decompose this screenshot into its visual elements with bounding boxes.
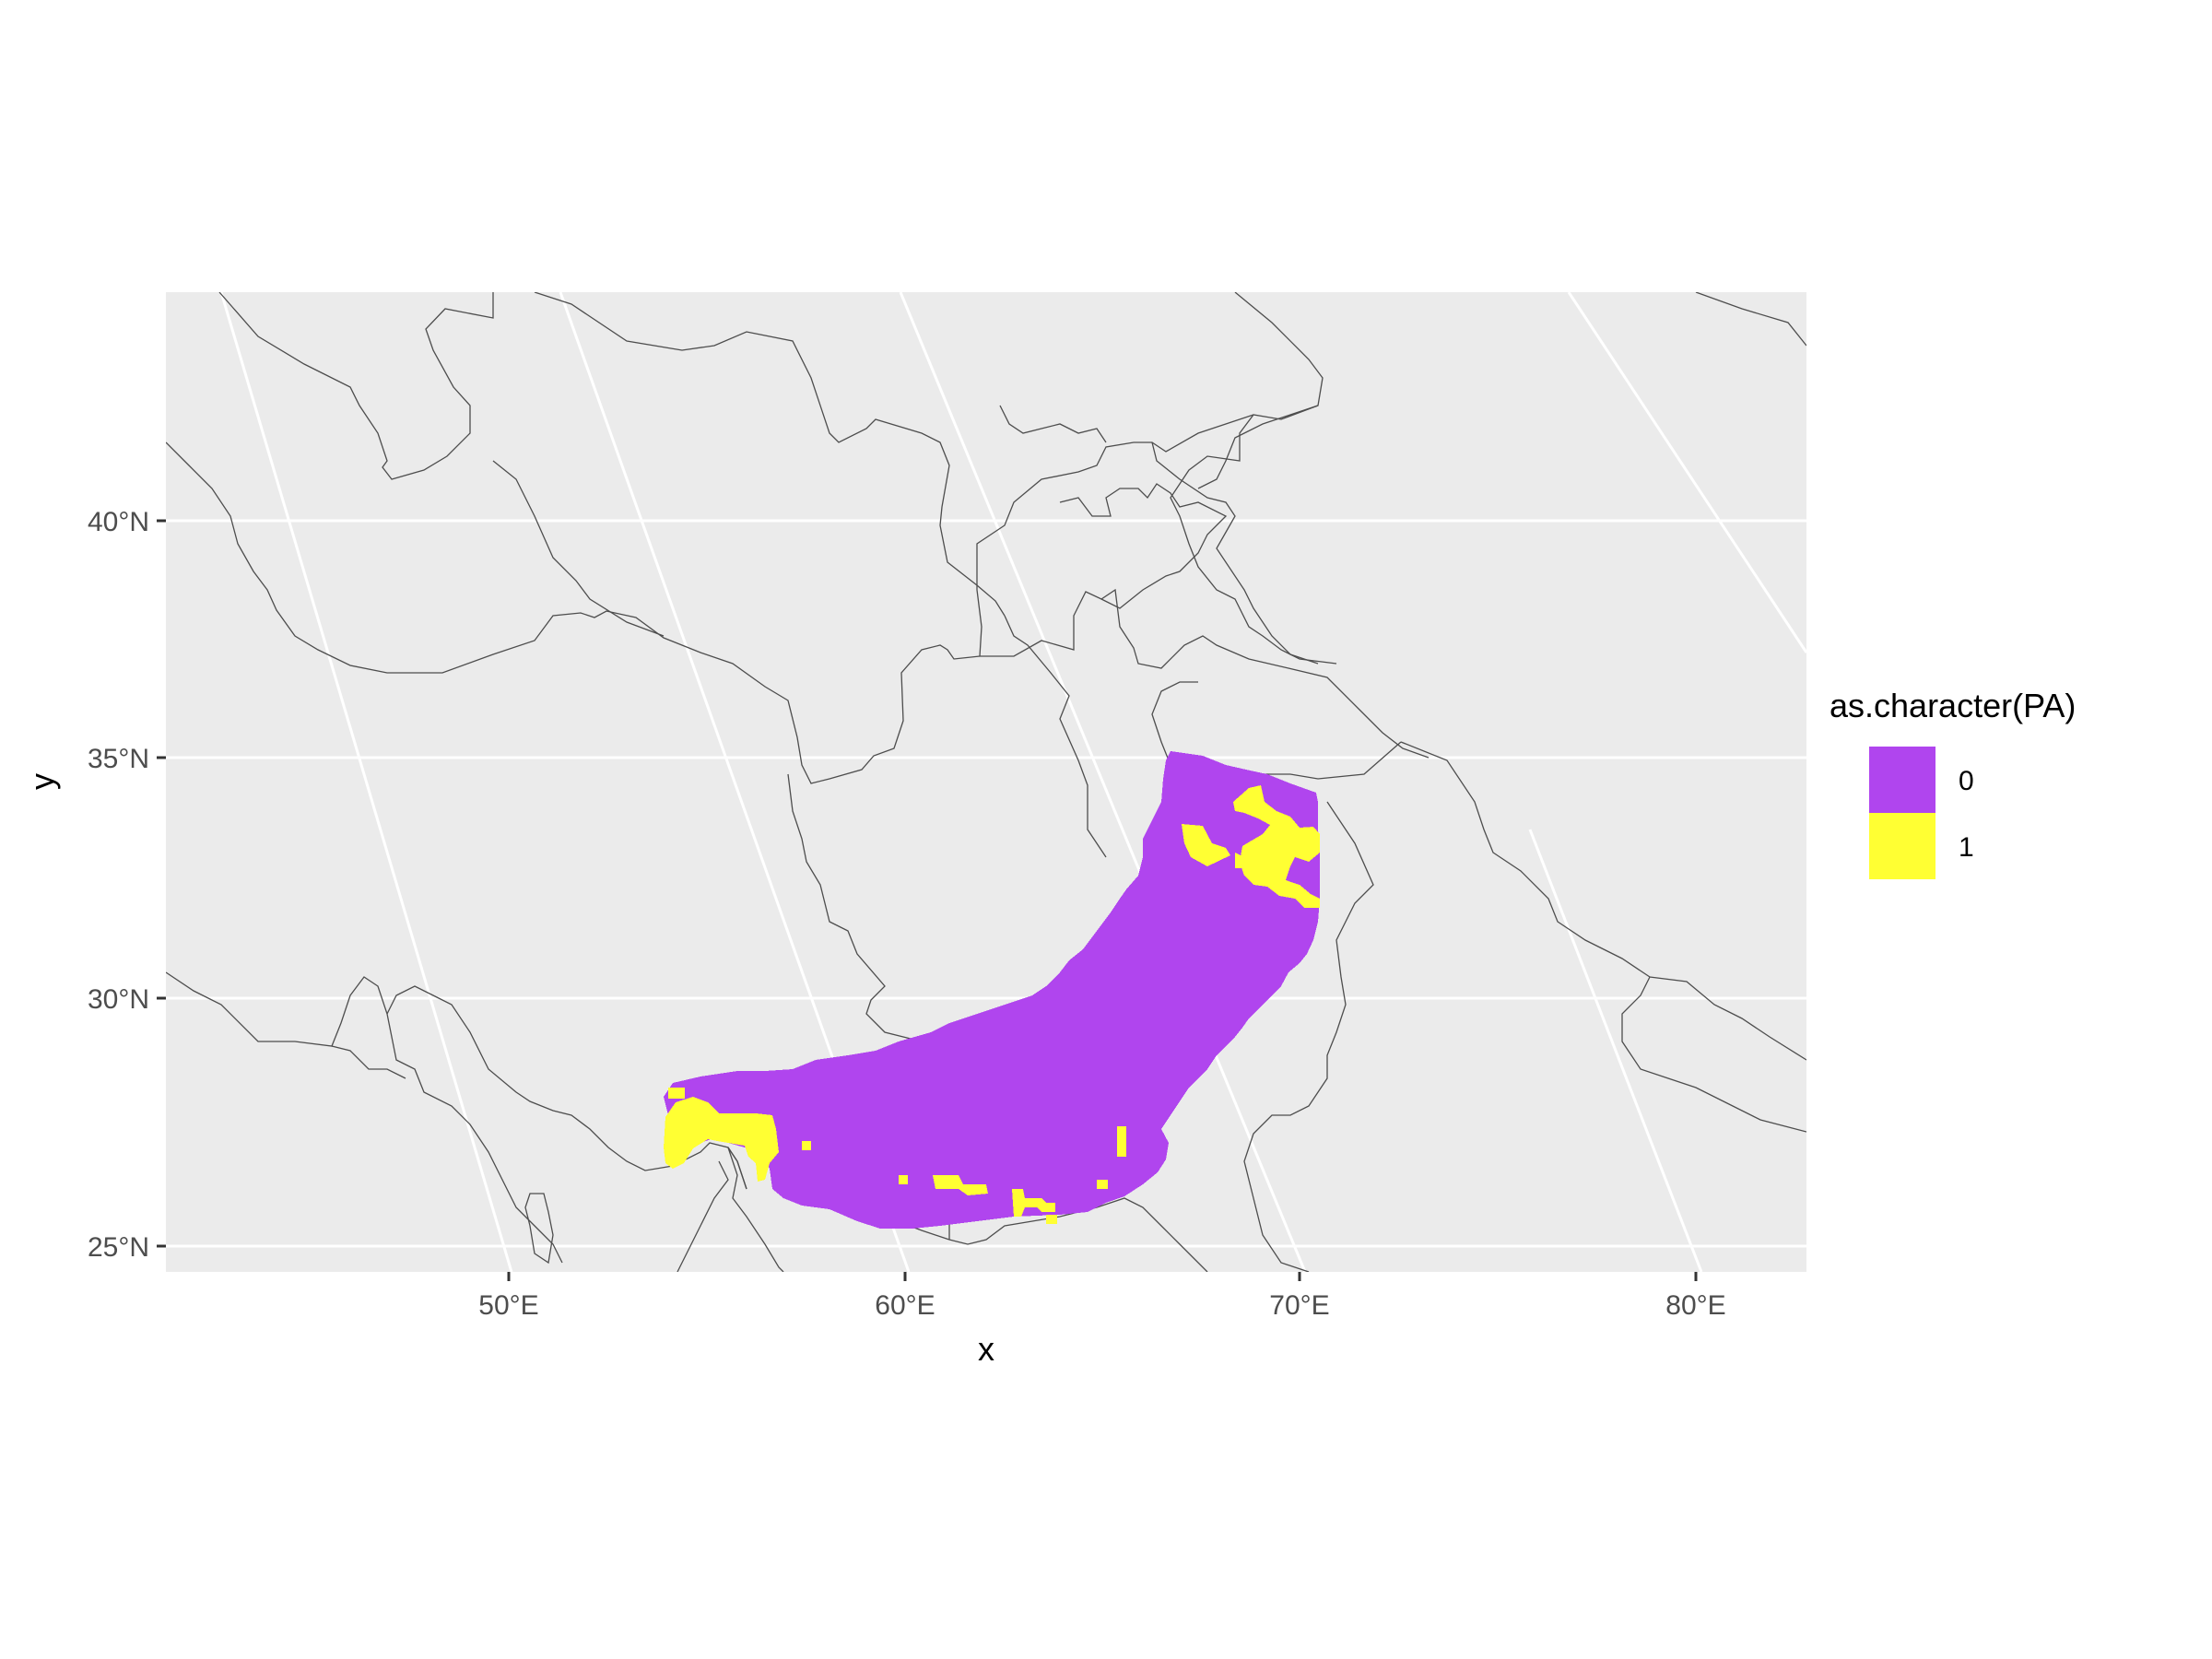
y-tick-label: 25°N (88, 1232, 149, 1263)
y-axis: 40°N 35°N 30°N 25°N y (23, 507, 166, 1263)
map-panel (166, 292, 1806, 1272)
x-axis-title: x (978, 1330, 994, 1368)
legend-key-0 (1869, 747, 1936, 813)
x-tick-label: 60°E (875, 1290, 935, 1321)
x-tick-label: 80°E (1665, 1290, 1725, 1321)
legend-title: as.character(PA) (1830, 687, 2076, 724)
presence-cell (1097, 1180, 1108, 1189)
raster-layer (664, 751, 1320, 1229)
absence-cell (1189, 793, 1207, 804)
x-tick-label: 70°E (1269, 1290, 1329, 1321)
legend-key-1 (1869, 813, 1936, 879)
presence-cell (668, 1088, 685, 1099)
presence-cells (664, 785, 1320, 1224)
absence-cells (664, 751, 1320, 1229)
gridline-70e (899, 292, 1307, 1272)
legend: as.character(PA) 0 1 (1830, 687, 2076, 879)
y-axis-title: y (23, 773, 61, 790)
presence-cell (899, 1175, 908, 1184)
legend-label-0: 0 (1959, 766, 1974, 796)
x-axis: 50°E 60°E 70°E 80°E x (478, 1272, 1726, 1368)
gridline-80e (1567, 292, 1806, 653)
x-tick-label: 50°E (478, 1290, 538, 1321)
y-tick-label: 40°N (88, 507, 149, 537)
y-tick-label: 35°N (88, 744, 149, 774)
presence-cell (802, 1141, 811, 1150)
y-tick-label: 30°N (88, 984, 149, 1015)
gridline-80e-lower (1528, 829, 1703, 1272)
legend-label-1: 1 (1959, 832, 1974, 863)
presence-cell (1046, 1215, 1057, 1224)
gridline-50e (219, 292, 513, 1272)
